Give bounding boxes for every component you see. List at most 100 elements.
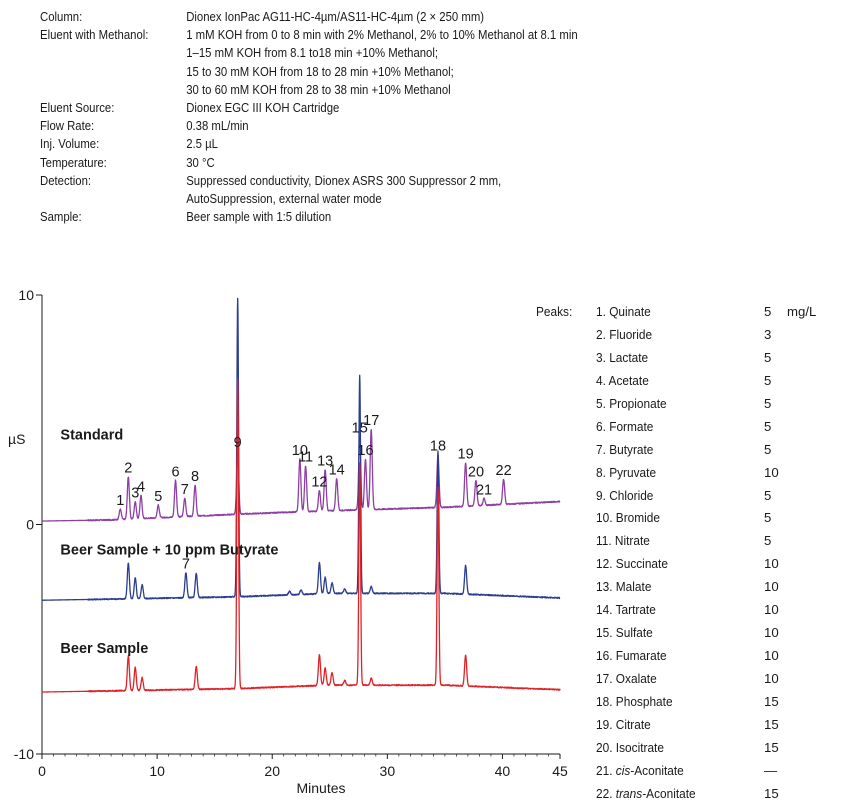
traces: [41, 297, 561, 693]
peak-legend-name: 11. Nitrate: [596, 533, 650, 549]
peak-label: 13: [317, 454, 333, 470]
condition-row: Inj. Volume: 2.5 µL: [40, 135, 578, 153]
peak-legend-name: 15. Sulfate: [596, 625, 653, 641]
peak-legend-unit: mg/L: [787, 304, 817, 319]
condition-value: 1 mM KOH from 0 to 8 min with 2% Methano…: [186, 27, 578, 43]
condition-value: 15 to 30 mM KOH from 18 to 28 min +10% M…: [186, 63, 454, 79]
condition-row: AutoSuppression, external water mode: [40, 190, 578, 208]
condition-value: Dionex EGC III KOH Cartridge: [186, 100, 340, 116]
condition-row: Eluent Source: Dionex EGC III KOH Cartrid…: [40, 99, 578, 117]
peak-legend-name: 7. Butyrate: [596, 441, 654, 457]
condition-value: 1–15 mM KOH from 8.1 to18 min +10% Metha…: [186, 45, 439, 61]
peak-label: 10: [292, 443, 308, 459]
y-tick-label: 10: [18, 287, 34, 303]
peak-label: 17: [363, 413, 379, 429]
peak-legend-concentration: 5: [764, 304, 772, 319]
peak-label: 14: [329, 462, 345, 478]
peak-legend-concentration: 10: [764, 671, 779, 686]
condition-row: Column: Dionex IonPac AG11-HC-4µm/AS11-HC…: [40, 8, 578, 26]
condition-row: Detection: Suppressed conductivity, Dione…: [40, 172, 578, 190]
peak-legend-concentration: 5: [764, 533, 772, 549]
peak-legend-concentration: 5: [764, 395, 772, 411]
condition-value: 2.5 µL: [186, 136, 218, 152]
y-tick-label: -10: [14, 746, 34, 762]
trace-labels: Standard Beer Sample + 10 ppm Butyrate Bee…: [60, 428, 278, 657]
condition-label: Detection:: [40, 172, 92, 188]
y-tick-label: 0: [26, 517, 34, 533]
peak-label: 3: [131, 486, 139, 502]
peak-legend-item: 17. Oxalate 10: [596, 668, 843, 691]
peaks-legend-list: 1. Quinate 5 mg/L 2. Fluoride 3 3. Lactate 5 4.…: [596, 301, 843, 806]
trace-label: Standard: [60, 428, 123, 444]
peak-legend-item: 22. trans-Aconitate 15: [596, 783, 843, 806]
peak-legend-name: 2. Fluoride: [596, 326, 653, 342]
peak-legend-item: 14. Tartrate 10: [596, 599, 843, 622]
x-axis-title: Minutes: [296, 780, 345, 796]
peak-legend-name: 17. Oxalate: [596, 671, 657, 686]
peak-legend-item: 4. Acetate 5: [596, 370, 843, 393]
peaks-legend-title: Peaks:: [536, 304, 573, 319]
peak-legend-item: 18. Phosphate 15: [596, 691, 843, 714]
condition-row: 1–15 mM KOH from 8.1 to18 min +10% Metha…: [40, 44, 578, 62]
peak-label: 4: [137, 480, 145, 496]
condition-row: Eluent with Methanol: 1 mM KOH from 0 to …: [40, 26, 578, 44]
trace-label: Beer Sample: [60, 641, 148, 657]
peak-label: 1: [116, 493, 124, 509]
condition-value: 30 °C: [186, 154, 215, 170]
condition-row: Temperature: 30 °C: [40, 154, 578, 172]
condition-value: Dionex IonPac AG11-HC-4µm/AS11-HC-4µm (2…: [186, 9, 485, 24]
peak-legend-concentration: 15: [764, 693, 779, 709]
condition-label: Sample:: [40, 209, 82, 225]
y-axis-title: µS: [8, 431, 25, 447]
peak-legend-name: 10. Bromide: [596, 510, 660, 526]
peak-label: 20: [468, 464, 484, 480]
peak-label: 7: [182, 556, 190, 572]
peak-label: 16: [357, 443, 373, 459]
condition-value: AutoSuppression, external water mode: [186, 191, 382, 207]
peak-legend-item: 21. cis-Aconitate —: [596, 760, 843, 783]
peak-label: 2: [124, 461, 132, 477]
x-tick-label: 10: [149, 763, 165, 779]
peak-legend-name: 4. Acetate: [596, 372, 649, 388]
peak-legend-name: 19. Citrate: [596, 716, 651, 732]
peak-legend-concentration: 5: [764, 487, 772, 503]
peak-legend-name: 21. cis-Aconitate: [596, 762, 684, 778]
peak-legend-concentration: 15: [764, 739, 779, 755]
peak-label: 15: [352, 420, 368, 436]
peak-legend-concentration: —: [764, 762, 778, 778]
condition-value: 30 to 60 mM KOH from 28 to 38 min +10% M…: [186, 81, 451, 97]
trace-line: [41, 429, 561, 522]
peak-legend-item: 11. Nitrate 5: [596, 530, 843, 553]
peak-legend-item: 7. Butyrate 5: [596, 439, 843, 462]
peak-legend-item: 10. Bromide 5: [596, 507, 843, 530]
peak-legend-concentration: 10: [764, 625, 779, 641]
peak-legend-item: 8. Pyruvate 10: [596, 462, 843, 485]
condition-row: 30 to 60 mM KOH from 28 to 38 min +10% M…: [40, 81, 578, 99]
peak-legend-name: 12. Succinate: [596, 556, 668, 572]
peak-legend-concentration: 15: [764, 716, 779, 732]
peak-legend-concentration: 5: [764, 372, 772, 388]
peak-legend-name: 8. Pyruvate: [596, 464, 657, 480]
peak-legend-name: 9. Chloride: [596, 487, 654, 503]
x-tick-label: 45: [552, 763, 568, 779]
peak-label: 7: [181, 482, 189, 498]
condition-value: 0.38 mL/min: [186, 118, 249, 134]
condition-label: Eluent Source:: [40, 100, 115, 116]
peak-legend-concentration: 5: [764, 510, 772, 526]
trace-label: Beer Sample + 10 ppm Butyrate: [60, 542, 278, 558]
peak-legend-concentration: 3: [764, 326, 772, 342]
peak-legend-name: 16. Fumarate: [596, 648, 667, 664]
peak-legend-item: 15. Sulfate 10: [596, 622, 843, 645]
peak-legend-name: 3. Lactate: [596, 349, 649, 365]
condition-row: Sample: Beer sample with 1:5 dilution: [40, 208, 578, 226]
condition-value: Suppressed conductivity, Dionex ASRS 300…: [186, 172, 502, 188]
peak-label: 22: [496, 463, 512, 479]
peak-legend-name: 14. Tartrate: [596, 602, 656, 618]
peak-legend-name: 18. Phosphate: [596, 693, 673, 709]
x-tick-label: 40: [495, 763, 511, 779]
peak-label: 18: [430, 439, 446, 455]
trace-line: [41, 378, 561, 693]
condition-row: Flow Rate: 0.38 mL/min: [40, 117, 578, 135]
peak-label: 21: [476, 482, 492, 498]
